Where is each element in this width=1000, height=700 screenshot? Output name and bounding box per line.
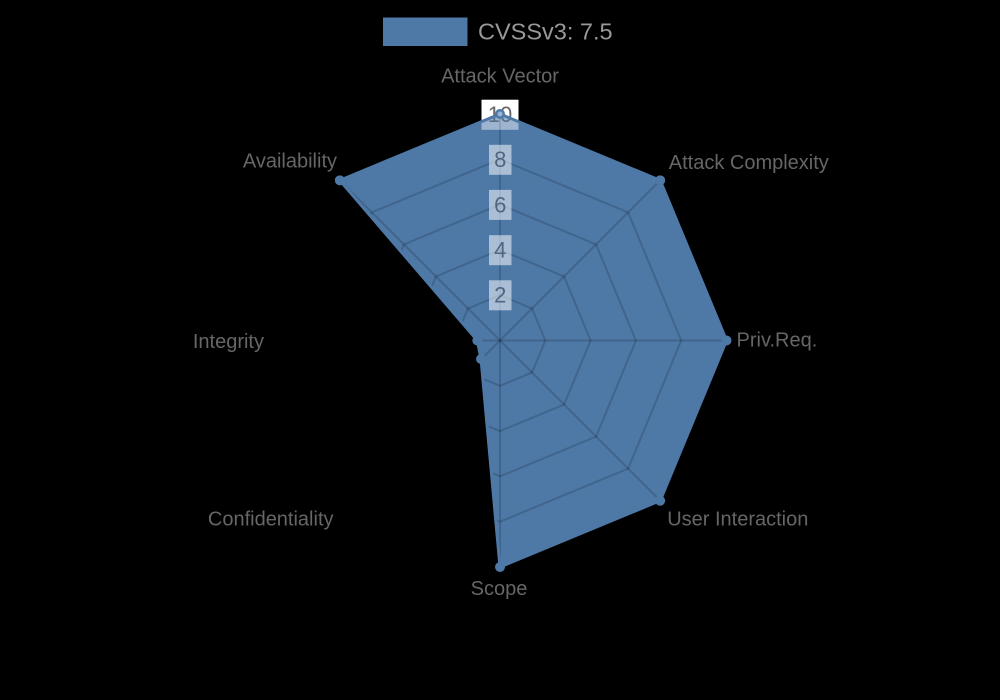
svg-text:Attack Complexity: Attack Complexity	[669, 152, 829, 174]
svg-text:Priv.Req.: Priv.Req.	[737, 330, 818, 352]
svg-text:Availability: Availability	[243, 150, 337, 172]
svg-text:Confidentiality: Confidentiality	[208, 508, 334, 530]
svg-text:2: 2	[494, 283, 506, 308]
svg-text:User Interaction: User Interaction	[667, 508, 808, 530]
svg-text:6: 6	[494, 192, 506, 217]
svg-text:Attack Vector: Attack Vector	[441, 66, 559, 88]
svg-text:8: 8	[494, 147, 506, 172]
svg-text:Integrity: Integrity	[193, 331, 264, 353]
svg-text:4: 4	[494, 238, 506, 263]
svg-text:Scope: Scope	[471, 578, 528, 600]
svg-text:CVSSv3: 7.5: CVSSv3: 7.5	[478, 19, 613, 45]
